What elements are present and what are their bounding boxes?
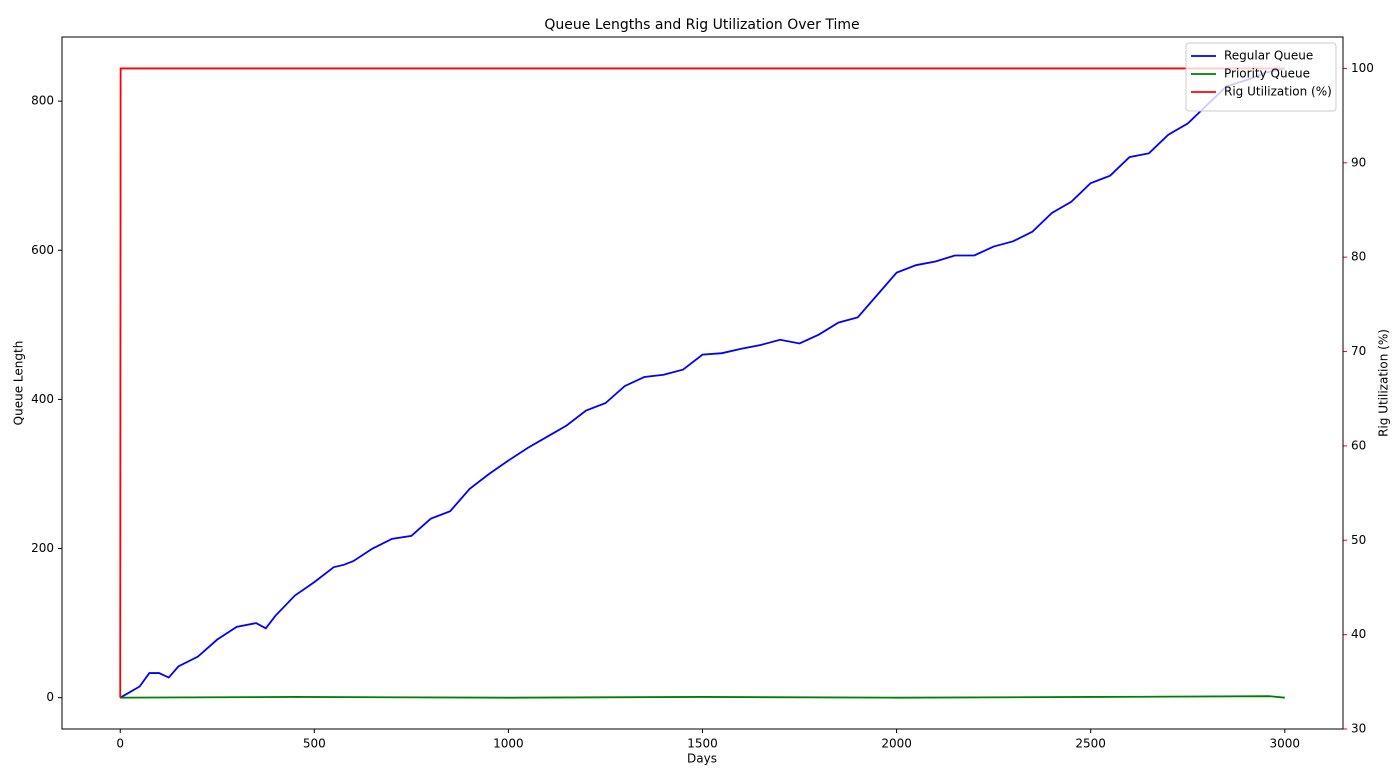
x-tick-label: 2500 — [1075, 737, 1106, 751]
x-tick-label: 1500 — [687, 737, 718, 751]
legend-label: Regular Queue — [1224, 49, 1313, 63]
y2-tick-label: 100 — [1351, 61, 1374, 75]
series-line — [120, 695, 1285, 699]
series-line — [119, 67, 1285, 698]
x-tick-label: 0 — [116, 737, 124, 751]
y2-axis-label: Rig Utilization (%) — [1377, 329, 1391, 437]
legend-box — [1185, 42, 1337, 112]
x-tick-label: 500 — [303, 737, 326, 751]
y2-tick-label: 60 — [1351, 438, 1366, 452]
x-tick-label: 2000 — [881, 737, 912, 751]
x-tick-label: 3000 — [1269, 737, 1300, 751]
x-axis-label: Days — [687, 752, 717, 766]
y2-tick-label: 90 — [1351, 155, 1366, 169]
x-tick-label: 1000 — [493, 737, 524, 751]
y-tick-label: 600 — [31, 243, 54, 257]
y2-tick-label: 50 — [1351, 533, 1366, 547]
plot-frame — [61, 36, 1344, 730]
y-tick-label: 200 — [31, 541, 54, 555]
legend-label: Rig Utilization (%) — [1224, 85, 1332, 99]
y2-tick-label: 40 — [1351, 627, 1366, 641]
y2-tick-label: 30 — [1351, 722, 1366, 736]
y2-tick-label: 70 — [1351, 344, 1366, 358]
series-line — [119, 67, 1285, 699]
y2-tick-label: 80 — [1351, 250, 1366, 264]
chart-title: Queue Lengths and Rig Utilization Over T… — [544, 17, 859, 33]
y-tick-label: 800 — [31, 94, 54, 108]
y-tick-label: 400 — [31, 392, 54, 406]
y-axis-label: Queue Length — [12, 341, 26, 426]
y-tick-label: 0 — [46, 690, 54, 704]
legend-label: Priority Queue — [1224, 67, 1310, 81]
